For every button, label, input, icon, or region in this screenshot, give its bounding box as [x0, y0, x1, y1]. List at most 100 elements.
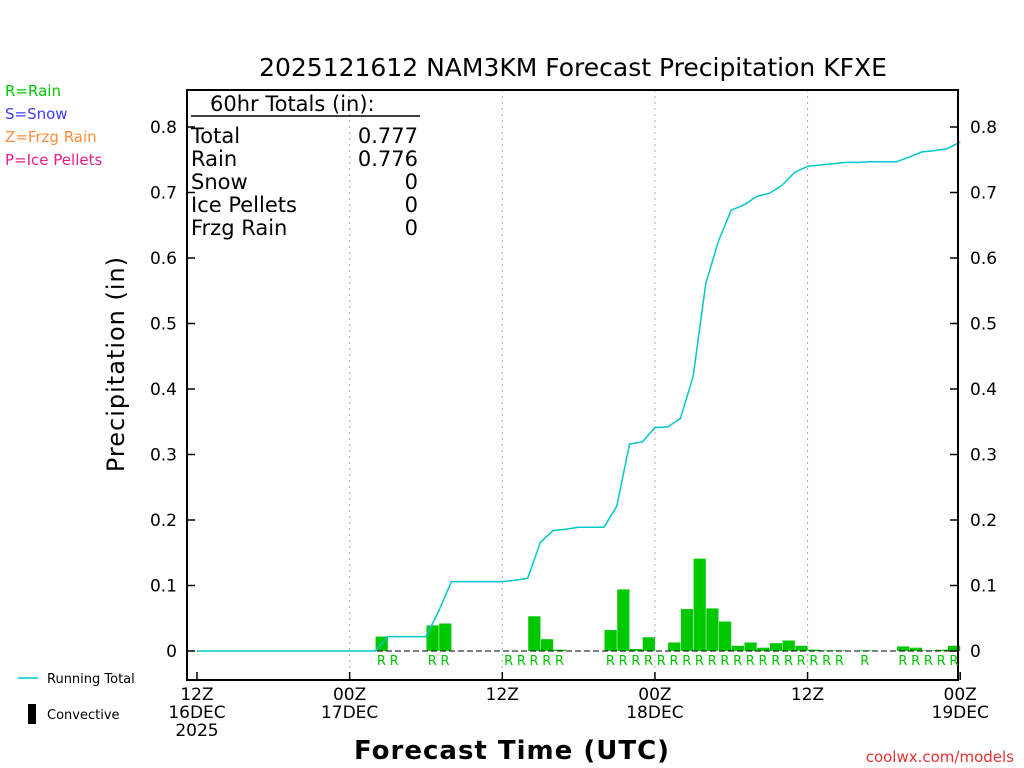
precip-type-label: R — [542, 654, 551, 669]
y-axis-ticks: 0 00.1 0.10.2 0.20.3 0.30.4 0.40.5 0.50.6 0.60.… — [150, 118, 997, 662]
totals-label: Ice Pellets — [191, 193, 297, 217]
totals-label: Total — [190, 124, 240, 148]
y-tick-label-left: 0.7 — [150, 184, 177, 204]
y-tick-label-right: 0.2 — [970, 511, 997, 531]
grid-lines — [349, 90, 809, 680]
precip-bar — [439, 623, 452, 651]
precip-bar — [782, 640, 795, 651]
precip-bar — [947, 645, 961, 651]
precip-bar — [935, 649, 948, 651]
precip-type-label: R — [759, 654, 768, 669]
precip-type-legend-item: S=Snow — [5, 105, 68, 123]
totals-label: Frzg Rain — [191, 216, 287, 240]
totals-label: Snow — [191, 170, 248, 194]
totals-value: 0.776 — [358, 147, 418, 171]
x-tick-label: 12Z — [180, 685, 213, 705]
precip-type-legend-item: Z=Frzg Rain — [5, 128, 97, 146]
precip-bars — [375, 558, 961, 651]
precip-bar — [719, 621, 732, 651]
precip-bar — [808, 649, 821, 651]
y-tick-label-right: 0.8 — [970, 118, 997, 138]
x-tick-label: 12Z — [791, 685, 824, 705]
precip-bar — [769, 643, 783, 651]
precip-type-label: R — [390, 654, 399, 669]
x-tick-label: 2025 — [175, 721, 218, 741]
precip-type-label: R — [555, 654, 564, 669]
y-tick-label-left: 0.2 — [150, 511, 177, 531]
y-tick-label-left: 0.6 — [150, 249, 177, 269]
series-legend: Running Total Convective — [18, 672, 135, 724]
precip-type-label: R — [937, 654, 946, 669]
precip-type-label: R — [517, 654, 526, 669]
x-tick-label: 00Z — [638, 685, 671, 705]
precip-type-label: R — [898, 654, 907, 669]
chart-title: 2025121612 NAM3KM Forecast Precipitation… — [259, 53, 887, 82]
x-axis-label: Forecast Time (UTC) — [354, 736, 670, 766]
precip-type-label: R — [822, 654, 831, 669]
precip-bar — [617, 589, 630, 651]
series-legend-label: Running Total — [47, 672, 135, 687]
precip-type-label: R — [809, 654, 818, 669]
y-tick-label-right: 0.3 — [970, 446, 997, 466]
y-tick-label-right: 0 — [970, 642, 981, 662]
x-tick-label: 18DEC — [626, 703, 683, 723]
y-tick-label-right: 0.5 — [970, 315, 997, 335]
totals-header: 60hr Totals (in): — [210, 92, 375, 116]
precip-type-legend-item: P=Ice Pellets — [5, 151, 102, 169]
precip-type-label: R — [924, 654, 933, 669]
precip-type-label: R — [949, 654, 958, 669]
precip-type-label: R — [682, 654, 691, 669]
precip-bar — [795, 645, 808, 651]
y-tick-label-left: 0.8 — [150, 118, 177, 138]
credit-text: coolwx.com/models — [866, 748, 1014, 766]
precip-type-label: R — [377, 654, 386, 669]
precip-type-label: R — [708, 654, 717, 669]
precip-type-label: R — [784, 654, 793, 669]
x-tick-label: 12Z — [486, 685, 519, 705]
precip-type-legend: R=Rain S=Snow Z=Frzg Rain P=Ice Pellets — [5, 82, 102, 169]
precip-type-label: R — [695, 654, 704, 669]
precip-type-label: R — [631, 654, 640, 669]
precip-type-label: R — [746, 654, 755, 669]
precip-type-label: R — [797, 654, 806, 669]
precip-bar — [706, 608, 719, 651]
precip-bar — [629, 649, 643, 651]
precip-type-label: R — [606, 654, 615, 669]
precip-type-label: R — [428, 654, 437, 669]
y-tick-label-right: 0.1 — [970, 577, 997, 597]
precip-bar — [553, 649, 566, 651]
x-tick-label: 00Z — [944, 685, 977, 705]
x-tick-label: 16DEC — [168, 703, 225, 723]
x-tick-label: 17DEC — [321, 703, 378, 723]
totals-value: 0 — [405, 216, 418, 240]
convective-legend-swatch — [28, 704, 36, 724]
precip-bar — [604, 630, 617, 651]
y-tick-label-left: 0 — [166, 642, 177, 662]
precip-bar — [820, 650, 833, 651]
precip-bar — [744, 642, 757, 651]
precip-bar — [528, 616, 541, 651]
y-tick-label-left: 0.3 — [150, 446, 177, 466]
y-tick-label-right: 0.6 — [970, 249, 997, 269]
precip-bar — [731, 645, 744, 651]
precip-type-label: R — [644, 654, 653, 669]
precip-bar — [668, 642, 681, 651]
precip-type-label: R — [669, 654, 678, 669]
precip-bar — [897, 646, 910, 651]
precip-type-label: R — [504, 654, 513, 669]
running-total-line — [197, 141, 961, 652]
plot-frame — [186, 89, 959, 681]
precip-type-label: R — [771, 654, 780, 669]
x-tick-label: 19DEC — [932, 703, 989, 723]
precip-type-label: R — [860, 654, 869, 669]
x-tick-label: 00Z — [333, 685, 366, 705]
totals-label: Rain — [191, 147, 237, 171]
precip-bar — [426, 625, 439, 651]
precip-bar — [757, 647, 770, 651]
totals-value: 0 — [405, 193, 418, 217]
precip-bar — [909, 647, 923, 651]
y-tick-label-left: 0.1 — [150, 577, 177, 597]
y-tick-label-right: 0.7 — [970, 184, 997, 204]
precip-bar — [693, 558, 706, 651]
